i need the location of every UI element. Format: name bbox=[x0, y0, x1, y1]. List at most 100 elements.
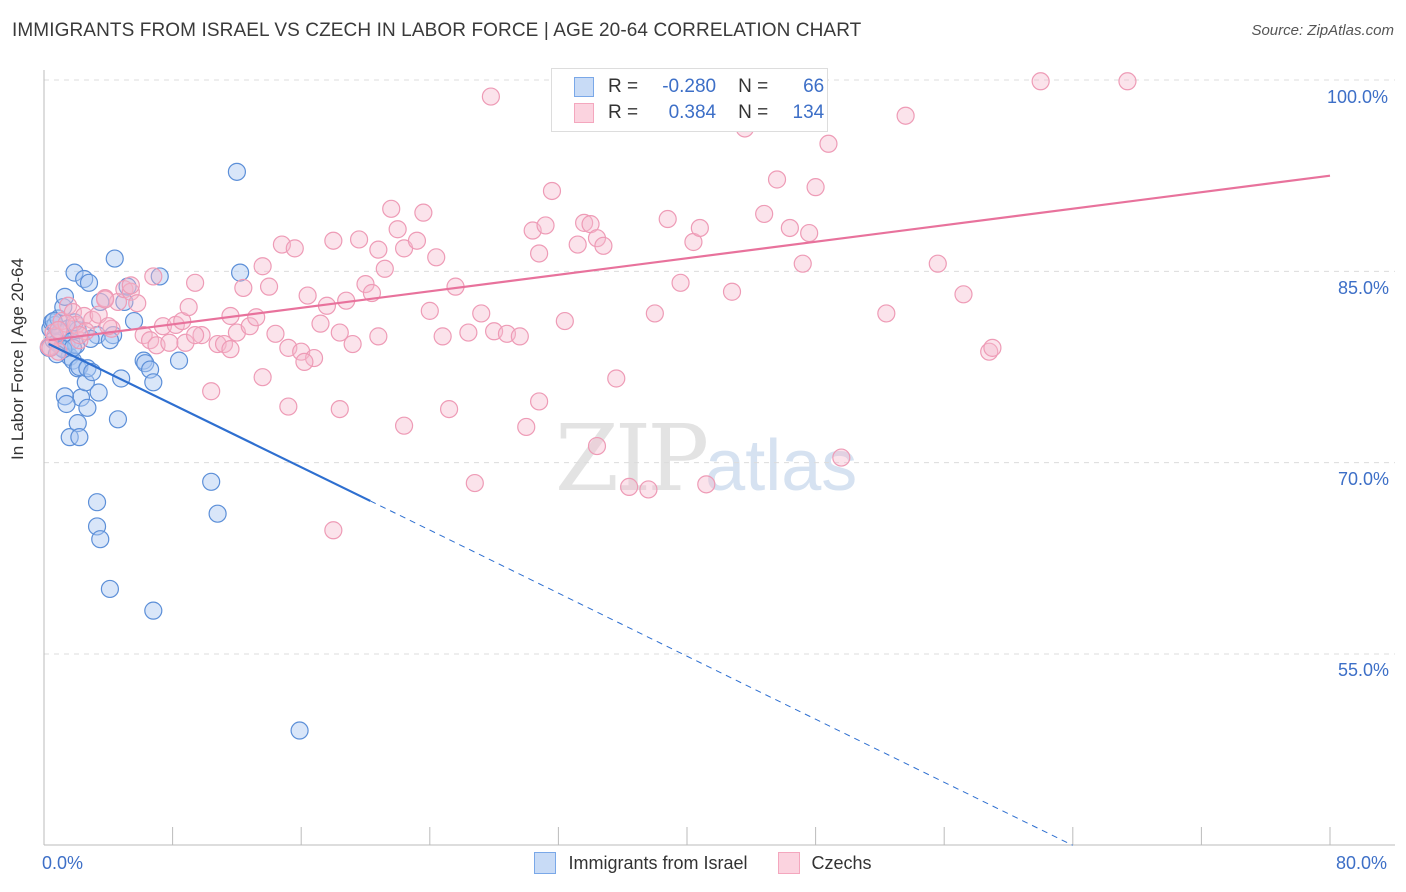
czech-point bbox=[192, 326, 211, 345]
israel-point bbox=[79, 273, 99, 292]
y-tick-label-70: 70.0% bbox=[1338, 469, 1390, 489]
czech-point bbox=[304, 348, 324, 368]
czech-point bbox=[1031, 72, 1050, 91]
czech-point bbox=[542, 181, 562, 201]
czech-point bbox=[928, 254, 947, 273]
czech-point bbox=[234, 278, 253, 298]
czech-point bbox=[459, 323, 478, 342]
czech-point bbox=[555, 311, 574, 331]
czech-point bbox=[755, 204, 774, 224]
legend-n-label: N = bbox=[738, 76, 769, 97]
x-tick-label-max: 80.0% bbox=[1336, 853, 1388, 873]
stats-legend: R = -0.280 N = 66 R = 0.384 N = 134 bbox=[551, 68, 828, 132]
czech-point bbox=[349, 230, 369, 249]
zipatlas-watermark: ZIPatlas bbox=[555, 405, 857, 512]
israel-point bbox=[68, 414, 87, 433]
israel-point bbox=[115, 292, 134, 312]
israel-point bbox=[91, 530, 110, 549]
legend-n-value: 134 bbox=[792, 102, 825, 123]
israel-point bbox=[76, 373, 95, 392]
israel-trend-line bbox=[48, 343, 371, 502]
czech-point bbox=[388, 220, 407, 239]
israel-point bbox=[60, 428, 79, 447]
watermark-zip: ZIP bbox=[555, 405, 709, 512]
czech-point bbox=[202, 382, 221, 401]
czech-point bbox=[324, 231, 343, 250]
israel-point bbox=[150, 267, 169, 286]
israel-point bbox=[144, 601, 163, 620]
czech-point bbox=[285, 239, 304, 258]
czech-point bbox=[896, 106, 915, 125]
czech-point bbox=[510, 327, 529, 346]
czech-point bbox=[253, 257, 272, 276]
y-tick-label-55: 55.0% bbox=[1338, 660, 1390, 680]
czech-point bbox=[793, 254, 812, 273]
czech-point bbox=[722, 282, 742, 301]
czech-point bbox=[95, 290, 115, 309]
legend-label-israel: Immigrants from Israel bbox=[568, 852, 748, 873]
czech-point bbox=[324, 521, 343, 540]
czech-point bbox=[517, 417, 536, 437]
israel-point bbox=[169, 351, 189, 370]
israel-point bbox=[57, 394, 76, 414]
czech-point bbox=[343, 334, 362, 354]
legend-label-czechs: Czechs bbox=[811, 852, 872, 873]
legend-r-value: 0.384 bbox=[668, 102, 717, 123]
czech-point bbox=[983, 338, 1002, 357]
legend-item-israel[interactable]: Immigrants from Israel bbox=[534, 852, 748, 874]
israel-point bbox=[89, 383, 108, 402]
czech-point bbox=[160, 333, 179, 352]
czech-point bbox=[433, 327, 452, 346]
czech-point bbox=[382, 199, 401, 218]
y-tick-label-100: 100.0% bbox=[1327, 87, 1389, 107]
czech-point bbox=[128, 294, 147, 313]
legend-item-czechs[interactable]: Czechs bbox=[777, 852, 872, 874]
czech-point bbox=[530, 244, 549, 263]
czech-point bbox=[121, 282, 140, 301]
czech-point bbox=[806, 178, 825, 197]
israel-trend-extension bbox=[370, 500, 1074, 846]
czech-point bbox=[186, 326, 205, 345]
czech-point bbox=[639, 480, 658, 499]
israel-point bbox=[202, 472, 221, 491]
czech-point bbox=[295, 352, 314, 371]
czech-point bbox=[1118, 72, 1137, 91]
israel-point bbox=[70, 428, 89, 447]
czech-point bbox=[414, 203, 433, 222]
czech-point bbox=[800, 223, 819, 243]
czech-point bbox=[121, 276, 140, 295]
legend-r-label: R = bbox=[608, 102, 639, 123]
israel-point bbox=[87, 493, 107, 512]
czech-point bbox=[247, 308, 266, 327]
israel-point bbox=[227, 162, 246, 181]
czech-point bbox=[420, 301, 439, 320]
czech-point bbox=[594, 236, 613, 255]
israel-point bbox=[290, 721, 309, 740]
czech-point bbox=[266, 324, 285, 343]
czech-point bbox=[832, 448, 851, 467]
czech-point bbox=[311, 314, 330, 333]
source-credit: Source: ZipAtlas.com bbox=[1251, 22, 1394, 39]
czech-point bbox=[690, 218, 709, 238]
czech-point bbox=[671, 273, 690, 292]
legend-swatch-israel bbox=[534, 852, 557, 874]
czech-point bbox=[99, 317, 118, 336]
czech-point bbox=[607, 369, 626, 388]
y-axis-label: In Labor Force | Age 20-64 bbox=[8, 258, 27, 460]
legend-n-value: 66 bbox=[803, 76, 825, 97]
czech-point bbox=[144, 267, 163, 286]
x-tick-label-min: 0.0% bbox=[42, 853, 84, 873]
czech-point bbox=[356, 274, 375, 294]
czech-point bbox=[465, 473, 484, 493]
czech-point bbox=[330, 399, 349, 419]
israel-point bbox=[144, 373, 163, 392]
czech-point bbox=[298, 286, 317, 305]
czech-point bbox=[279, 397, 298, 416]
czech-point bbox=[767, 170, 787, 189]
czech-point bbox=[819, 134, 838, 153]
czech-point bbox=[186, 273, 205, 292]
legend-swatch-israel bbox=[574, 77, 594, 97]
israel-point bbox=[208, 504, 227, 523]
czech-point bbox=[877, 304, 896, 323]
czech-point bbox=[427, 248, 446, 267]
